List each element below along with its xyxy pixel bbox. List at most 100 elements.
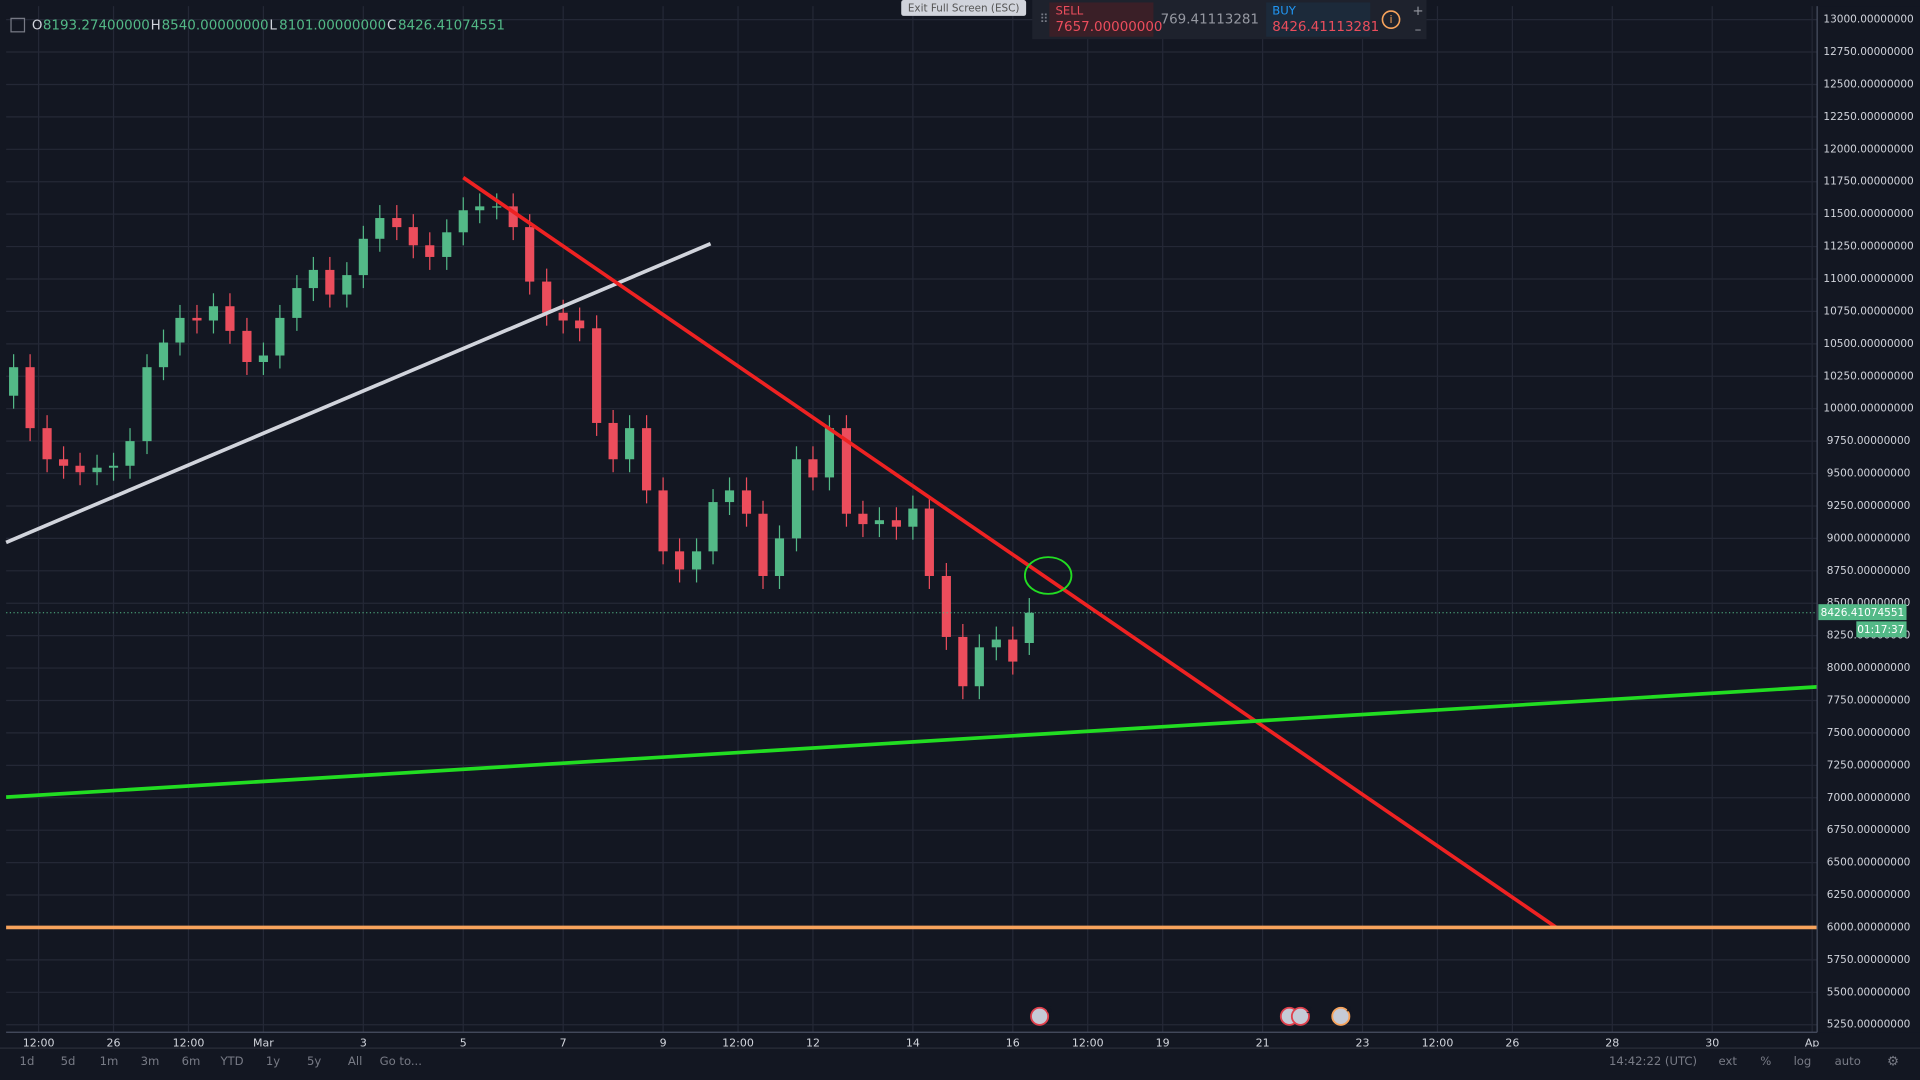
candle-body — [941, 575, 951, 637]
event-count: 4 — [1346, 1005, 1352, 1016]
timeframe-button[interactable]: Go to... — [380, 1054, 422, 1068]
candle-body — [408, 227, 418, 246]
y-tick-label: 5250.00000000 — [1827, 1019, 1911, 1031]
timeframe-button[interactable]: 6m — [182, 1054, 201, 1068]
spread: 769.41113281 — [1161, 13, 1259, 28]
timeframe-button[interactable]: All — [348, 1054, 362, 1068]
timeframe-button[interactable]: 1d — [20, 1054, 35, 1068]
scale-option[interactable]: auto — [1835, 1054, 1861, 1068]
sell-price: 7657.00000000 — [1056, 20, 1163, 35]
ohlc-label: H — [151, 19, 161, 34]
y-tick-label: 6000.00000000 — [1827, 921, 1911, 933]
trend-line[interactable] — [5, 242, 712, 545]
candle-body — [542, 281, 552, 313]
x-tick-label: Ap — [1805, 1036, 1820, 1049]
y-tick-label: 12750.00000000 — [1823, 46, 1913, 58]
event-badge[interactable] — [1331, 1006, 1351, 1026]
y-tick-label: 11500.00000000 — [1823, 208, 1913, 220]
event-count: 3 — [1306, 1005, 1312, 1016]
candle-body — [275, 317, 285, 356]
candle-body — [708, 502, 718, 552]
candle-body — [608, 422, 618, 460]
bottom-toolbar — [0, 1046, 1920, 1080]
y-tick-label: 6500.00000000 — [1827, 857, 1911, 869]
candle-body — [25, 367, 35, 429]
ohlc-label: C — [387, 19, 396, 34]
x-tick-label: 26 — [107, 1036, 121, 1049]
scale-option[interactable]: % — [1760, 1054, 1771, 1068]
candle-body — [142, 367, 152, 442]
candle-body — [42, 428, 52, 460]
zoom-in[interactable]: + — [1412, 4, 1423, 19]
timeframe-button[interactable]: 5y — [307, 1054, 321, 1068]
exit-fullscreen[interactable] — [901, 0, 1027, 16]
scale-option[interactable]: ext — [1719, 1054, 1738, 1068]
candle-body — [158, 342, 169, 368]
candle-body — [242, 330, 252, 362]
x-tick-label: 12:00 — [23, 1036, 55, 1049]
candle-body — [9, 367, 19, 396]
x-tick-label: 21 — [1256, 1036, 1270, 1049]
candle-body — [192, 317, 202, 321]
x-tick-label: 16 — [1006, 1036, 1020, 1049]
y-tick-label: 7750.00000000 — [1827, 694, 1911, 706]
y-tick-label: 12250.00000000 — [1823, 111, 1913, 123]
candle-body — [791, 459, 802, 539]
event-badge[interactable] — [1290, 1006, 1310, 1026]
timeframe-button[interactable]: YTD — [219, 1054, 243, 1068]
candle-body — [425, 245, 435, 257]
y-tick-label: 12500.00000000 — [1823, 78, 1913, 90]
candle-body — [308, 269, 318, 289]
candle-body — [458, 210, 468, 233]
candle-body — [625, 428, 635, 460]
candle-body — [292, 288, 302, 318]
timeframe-button[interactable]: 5d — [61, 1054, 76, 1068]
trend-line[interactable] — [6, 685, 1818, 799]
candle-body — [774, 538, 785, 576]
candle-body — [908, 508, 918, 527]
candle-body — [874, 520, 884, 525]
y-tick-label: 6250.00000000 — [1827, 889, 1911, 901]
scale-option[interactable]: log — [1794, 1054, 1812, 1068]
x-tick-label: 14 — [906, 1036, 920, 1049]
candle-body — [724, 490, 735, 503]
candle-body — [974, 647, 984, 687]
y-tick-label: 10250.00000000 — [1823, 370, 1913, 382]
info-icon[interactable] — [1381, 10, 1401, 29]
x-tick-label: 7 — [560, 1036, 567, 1049]
event-badge[interactable] — [1030, 1006, 1050, 1026]
drag-handle[interactable]: ⠿ — [1040, 12, 1049, 26]
candle-body — [175, 317, 185, 343]
y-tick-label: 9500.00000000 — [1827, 468, 1911, 480]
x-tick-label: 19 — [1156, 1036, 1170, 1049]
y-tick-label: 9000.00000000 — [1827, 532, 1911, 544]
last-price-tag — [1818, 604, 1907, 621]
timeframe-button[interactable]: 1m — [100, 1054, 119, 1068]
buy-label: BUY — [1272, 4, 1296, 18]
price-axis — [1817, 6, 1920, 1033]
candle-body — [741, 490, 752, 514]
y-tick-label: 7000.00000000 — [1827, 792, 1911, 804]
timeframe-button[interactable]: 1y — [266, 1054, 280, 1068]
candle-body — [342, 275, 352, 295]
x-tick-label: 12 — [806, 1036, 820, 1049]
zoom-out[interactable]: – — [1415, 22, 1422, 37]
candle-body — [691, 551, 702, 570]
candle-body — [808, 459, 818, 478]
candle-body — [858, 513, 868, 525]
x-tick-label: 9 — [660, 1036, 667, 1049]
candle-body — [924, 508, 934, 576]
sell-button[interactable] — [1049, 2, 1154, 37]
ohlc-value: 8540.00000000 — [162, 19, 269, 34]
settings-icon[interactable]: ⚙ — [1887, 1055, 1899, 1070]
trend-line[interactable] — [462, 176, 1558, 929]
y-tick-label: 5750.00000000 — [1827, 954, 1911, 966]
exit-fullscreen-label: Exit Full Screen (ESC) — [908, 3, 1020, 15]
legend-toggle[interactable] — [10, 17, 26, 33]
timeframe-button[interactable]: 3m — [141, 1054, 160, 1068]
buy-button[interactable] — [1266, 2, 1371, 37]
y-tick-label: 7250.00000000 — [1827, 759, 1911, 771]
clock: 14:42:22 (UTC) — [1609, 1054, 1697, 1068]
